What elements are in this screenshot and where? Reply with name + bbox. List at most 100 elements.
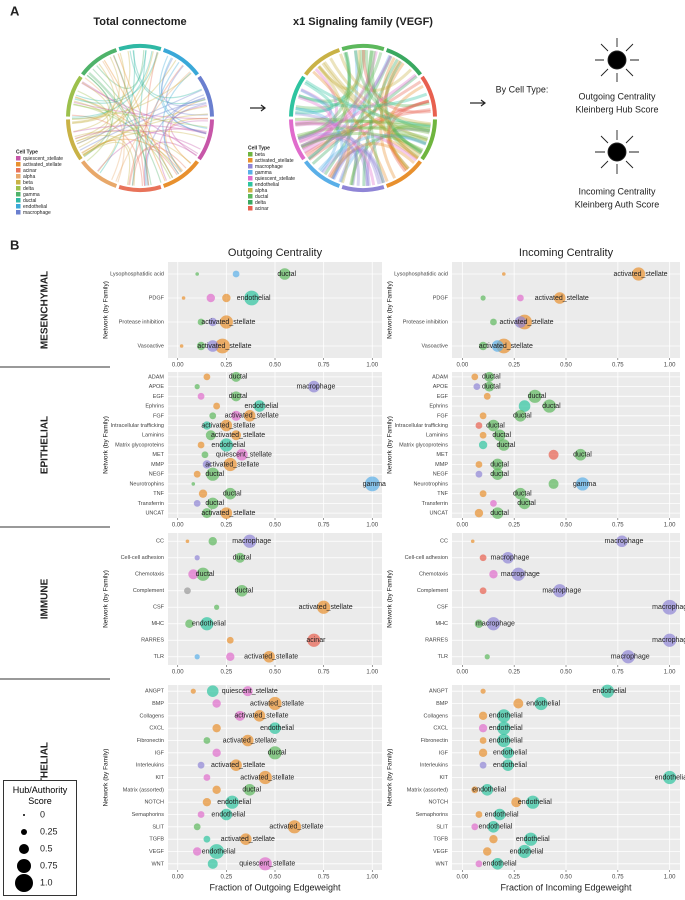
bubble [236, 448, 248, 461]
category-label: Matrix (assorted) [123, 787, 164, 793]
legend-items: 0 0.25 0.5 0.75 1.0 [15, 809, 58, 892]
chord [165, 98, 206, 172]
chord [307, 54, 392, 160]
point-label: endothelial [237, 295, 271, 302]
bubble [479, 761, 487, 769]
chord [338, 149, 358, 186]
x-tick-label: 0.75 [318, 523, 330, 529]
legend-label: ductal [23, 198, 36, 204]
bubble [483, 392, 491, 400]
bubble [471, 373, 479, 381]
x-axis-label: Fraction of Outgoing Edgeweight [209, 882, 341, 892]
legend-swatch [16, 162, 21, 167]
bubble [190, 688, 196, 694]
bubble [219, 315, 233, 329]
chord-arc [118, 184, 162, 192]
legend-swatch [16, 180, 21, 185]
category-label: Vasoactive [138, 343, 165, 349]
chord [75, 134, 136, 186]
bubble [478, 711, 488, 721]
bubble [197, 441, 205, 449]
x-tick-label: 0.75 [612, 875, 624, 881]
legend-label: acinar [255, 206, 269, 212]
legend-size [23, 814, 25, 816]
bubble [196, 341, 206, 351]
category-label: WNT [151, 861, 164, 867]
bubble [201, 508, 212, 519]
bubble [194, 384, 200, 390]
y-axis-label: Network (by Family) [387, 281, 394, 339]
bubble [203, 373, 211, 381]
legend-size [15, 874, 33, 892]
category-label: NEGF [149, 472, 165, 478]
chord [83, 74, 114, 158]
bubble [243, 784, 256, 796]
x-tick-label: 0.75 [318, 363, 330, 369]
chord [365, 127, 430, 186]
bubble [663, 770, 677, 785]
point-label: endothelial [655, 774, 685, 781]
chord [97, 128, 207, 172]
category-label: NOTCH [428, 800, 448, 806]
category-label: Vasoactive [422, 343, 449, 349]
by-cell-type: By Cell Type: [496, 84, 549, 94]
category-label: Ephrins [429, 404, 448, 410]
bubble [514, 487, 527, 500]
chord [297, 95, 333, 143]
bubble [502, 759, 514, 771]
chord [295, 51, 351, 115]
bubble [528, 389, 542, 403]
chord [74, 130, 192, 164]
bubble [208, 317, 217, 327]
bubble [225, 795, 239, 809]
bubble [220, 419, 233, 432]
chord [71, 74, 111, 120]
chord [297, 52, 383, 141]
bubble [193, 470, 201, 478]
bubble [491, 858, 504, 870]
category-label: CSF [437, 605, 449, 611]
category-label: ANGPT [429, 689, 449, 695]
x-tick-label: 0.50 [560, 670, 572, 676]
category-label: RARRES [141, 638, 164, 644]
legend-label: macrophage [255, 164, 283, 170]
point-label: macrophage [611, 654, 650, 661]
category-label: MMP [435, 462, 448, 468]
category-label: TNF [437, 491, 448, 497]
bubble [215, 338, 230, 354]
bubble [502, 272, 506, 276]
point-label: activated_stellate [234, 713, 288, 720]
bubble [185, 619, 194, 628]
chord [300, 136, 360, 186]
chord [75, 59, 177, 143]
category-label: CXCL [433, 726, 448, 732]
point-label: ductal [233, 555, 252, 562]
point-label: ductal [573, 452, 592, 459]
bubble [194, 555, 200, 561]
bubble [513, 698, 524, 709]
point-label: ductal [242, 787, 261, 794]
auth-icon [595, 130, 639, 174]
legend-size [21, 829, 27, 835]
chord [365, 50, 430, 108]
category-label: Fibronectin [137, 738, 164, 744]
legend-swatch [16, 198, 21, 203]
chord [88, 73, 152, 186]
bubble [548, 449, 559, 460]
chord-arc [197, 119, 214, 161]
chord [301, 51, 378, 151]
bubble [231, 371, 242, 382]
chord [298, 134, 376, 186]
chord [327, 100, 430, 178]
point-label: acinar [306, 637, 326, 644]
category-label: Collagens [424, 713, 449, 719]
chord [117, 53, 174, 179]
bubble [491, 468, 504, 481]
legend-label: delta [255, 200, 266, 206]
point-label: endothelial [510, 848, 544, 855]
chord-arc [81, 160, 118, 188]
bubble [193, 823, 201, 831]
y-axis-label: Network (by Family) [387, 416, 394, 474]
bubble [518, 497, 531, 510]
